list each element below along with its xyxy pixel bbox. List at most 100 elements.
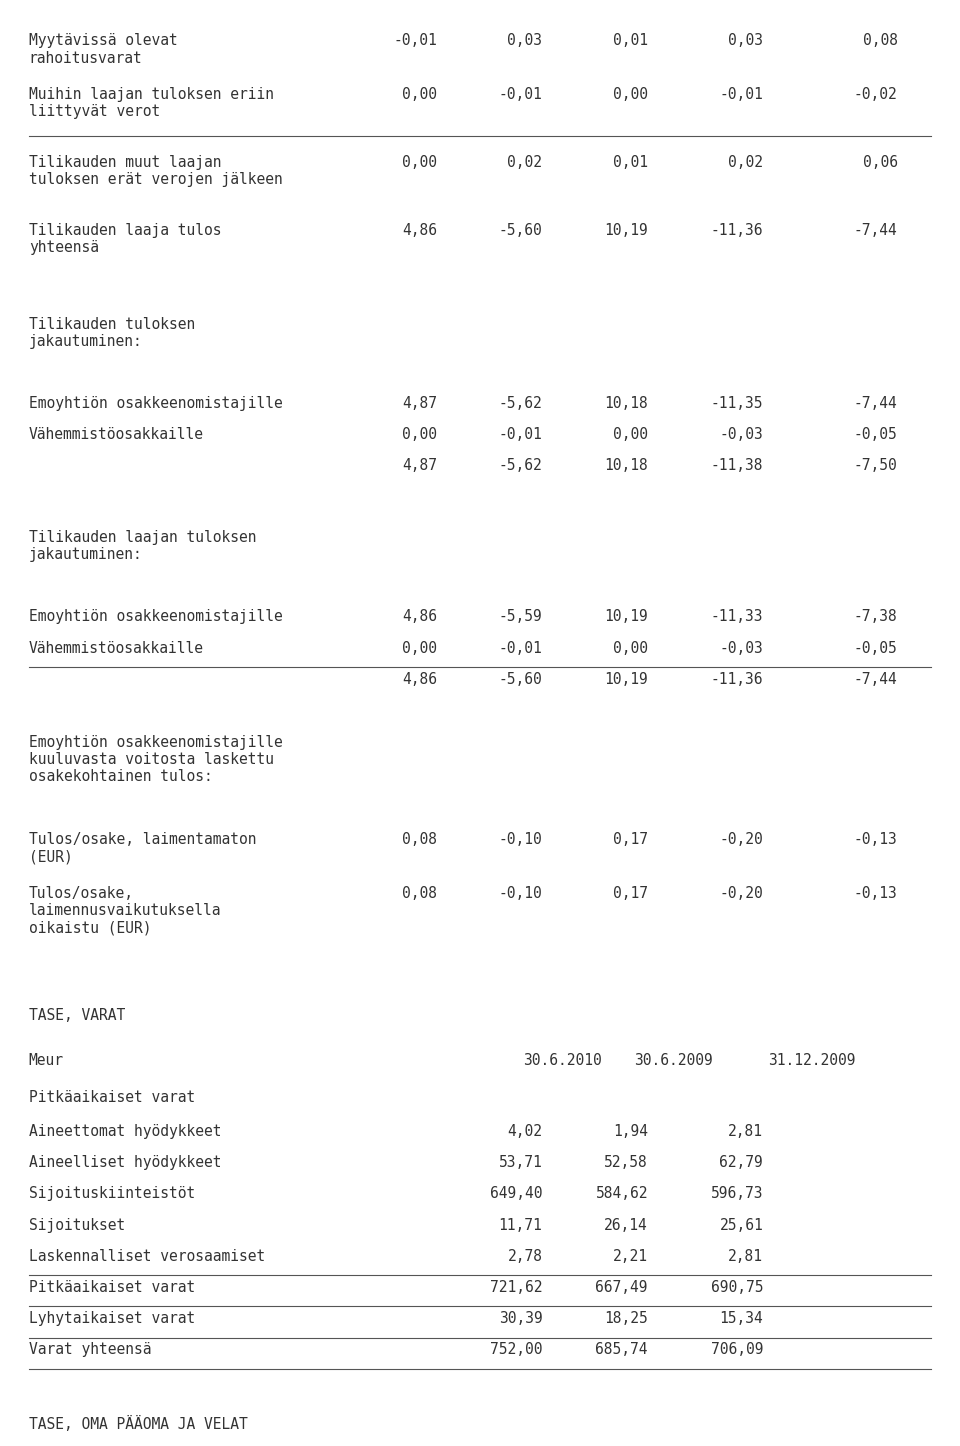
- Text: TASE, OMA PÄÄOMA JA VELAT: TASE, OMA PÄÄOMA JA VELAT: [29, 1417, 248, 1433]
- Text: 30.6.2010: 30.6.2010: [523, 1054, 602, 1069]
- Text: 11,71: 11,71: [498, 1218, 542, 1232]
- Text: 31.12.2009: 31.12.2009: [768, 1054, 855, 1069]
- Text: Vähemmistöosakkaille: Vähemmistöosakkaille: [29, 428, 204, 442]
- Text: Tilikauden muut laajan
tuloksen erät verojen jälkeen: Tilikauden muut laajan tuloksen erät ver…: [29, 155, 282, 187]
- Text: 0,00: 0,00: [402, 155, 437, 169]
- Text: -11,36: -11,36: [710, 671, 763, 687]
- Text: 0,00: 0,00: [613, 87, 648, 101]
- Text: -11,38: -11,38: [710, 458, 763, 473]
- Text: 52,58: 52,58: [604, 1155, 648, 1170]
- Text: -5,62: -5,62: [498, 396, 542, 411]
- Text: Muihin laajan tuloksen eriin
liittyvät verot: Muihin laajan tuloksen eriin liittyvät v…: [29, 87, 274, 119]
- Text: 26,14: 26,14: [604, 1218, 648, 1232]
- Text: -5,59: -5,59: [498, 610, 542, 625]
- Text: -0,01: -0,01: [393, 33, 437, 48]
- Text: -0,03: -0,03: [719, 641, 763, 655]
- Text: -5,62: -5,62: [498, 458, 542, 473]
- Text: 2,21: 2,21: [613, 1249, 648, 1264]
- Text: 15,34: 15,34: [719, 1310, 763, 1326]
- Text: Laskennalliset verosaamiset: Laskennalliset verosaamiset: [29, 1249, 265, 1264]
- Text: 10,19: 10,19: [604, 223, 648, 237]
- Text: 4,87: 4,87: [402, 396, 437, 411]
- Text: Lyhytaikaiset varat: Lyhytaikaiset varat: [29, 1310, 195, 1326]
- Text: -7,44: -7,44: [853, 223, 898, 237]
- Text: 690,75: 690,75: [710, 1280, 763, 1294]
- Text: Tulos/osake,
laimennusvaikutuksella
oikaistu (EUR): Tulos/osake, laimennusvaikutuksella oika…: [29, 885, 222, 936]
- Text: Sijoituskiinteistöt: Sijoituskiinteistöt: [29, 1186, 195, 1202]
- Text: 4,86: 4,86: [402, 610, 437, 625]
- Text: -0,05: -0,05: [853, 428, 898, 442]
- Text: Tilikauden tuloksen
jakautuminen:: Tilikauden tuloksen jakautuminen:: [29, 317, 195, 348]
- Text: -0,20: -0,20: [719, 833, 763, 847]
- Text: -0,01: -0,01: [498, 641, 542, 655]
- Text: Aineettomat hyödykkeet: Aineettomat hyödykkeet: [29, 1125, 222, 1139]
- Text: 667,49: 667,49: [595, 1280, 648, 1294]
- Text: Tilikauden laajan tuloksen
jakautuminen:: Tilikauden laajan tuloksen jakautuminen:: [29, 531, 256, 562]
- Text: Meur: Meur: [29, 1054, 63, 1069]
- Text: 10,19: 10,19: [604, 610, 648, 625]
- Text: 584,62: 584,62: [595, 1186, 648, 1202]
- Text: Emoyhtiön osakkeenomistajille: Emoyhtiön osakkeenomistajille: [29, 396, 282, 411]
- Text: Myytävissä olevat
rahoitusvarat: Myytävissä olevat rahoitusvarat: [29, 33, 178, 65]
- Text: 53,71: 53,71: [498, 1155, 542, 1170]
- Text: 18,25: 18,25: [604, 1310, 648, 1326]
- Text: -0,13: -0,13: [853, 885, 898, 901]
- Text: Emoyhtiön osakkeenomistajille: Emoyhtiön osakkeenomistajille: [29, 610, 282, 625]
- Text: 596,73: 596,73: [710, 1186, 763, 1202]
- Text: 4,86: 4,86: [402, 223, 437, 237]
- Text: 4,02: 4,02: [508, 1125, 542, 1139]
- Text: 10,19: 10,19: [604, 671, 648, 687]
- Text: 1,94: 1,94: [613, 1125, 648, 1139]
- Text: 0,00: 0,00: [402, 641, 437, 655]
- Text: 0,00: 0,00: [613, 428, 648, 442]
- Text: 685,74: 685,74: [595, 1342, 648, 1356]
- Text: TASE, VARAT: TASE, VARAT: [29, 1008, 125, 1022]
- Text: 62,79: 62,79: [719, 1155, 763, 1170]
- Text: 0,00: 0,00: [613, 641, 648, 655]
- Text: 30.6.2009: 30.6.2009: [634, 1054, 712, 1069]
- Text: -7,50: -7,50: [853, 458, 898, 473]
- Text: Emoyhtiön osakkeenomistajille
kuuluvasta voitosta laskettu
osakekohtainen tulos:: Emoyhtiön osakkeenomistajille kuuluvasta…: [29, 735, 282, 784]
- Text: 2,81: 2,81: [729, 1249, 763, 1264]
- Text: Tulos/osake, laimentamaton
(EUR): Tulos/osake, laimentamaton (EUR): [29, 833, 256, 865]
- Text: 0,03: 0,03: [508, 33, 542, 48]
- Text: 0,01: 0,01: [613, 155, 648, 169]
- Text: -7,44: -7,44: [853, 396, 898, 411]
- Text: 0,08: 0,08: [402, 833, 437, 847]
- Text: 649,40: 649,40: [490, 1186, 542, 1202]
- Text: 0,06: 0,06: [863, 155, 898, 169]
- Text: Aineelliset hyödykkeet: Aineelliset hyödykkeet: [29, 1155, 222, 1170]
- Text: 0,08: 0,08: [402, 885, 437, 901]
- Text: -0,01: -0,01: [498, 87, 542, 101]
- Text: 2,78: 2,78: [508, 1249, 542, 1264]
- Text: Tilikauden laaja tulos
yhteensä: Tilikauden laaja tulos yhteensä: [29, 223, 222, 254]
- Text: 0,01: 0,01: [613, 33, 648, 48]
- Text: 4,86: 4,86: [402, 671, 437, 687]
- Text: -0,10: -0,10: [498, 885, 542, 901]
- Text: -0,02: -0,02: [853, 87, 898, 101]
- Text: 0,17: 0,17: [613, 885, 648, 901]
- Text: -0,10: -0,10: [498, 833, 542, 847]
- Text: -0,03: -0,03: [719, 428, 763, 442]
- Text: 10,18: 10,18: [604, 396, 648, 411]
- Text: 0,00: 0,00: [402, 428, 437, 442]
- Text: Sijoitukset: Sijoitukset: [29, 1218, 125, 1232]
- Text: 2,81: 2,81: [729, 1125, 763, 1139]
- Text: Vähemmistöosakkaille: Vähemmistöosakkaille: [29, 641, 204, 655]
- Text: 706,09: 706,09: [710, 1342, 763, 1356]
- Text: -11,35: -11,35: [710, 396, 763, 411]
- Text: 721,62: 721,62: [490, 1280, 542, 1294]
- Text: 0,02: 0,02: [729, 155, 763, 169]
- Text: Pitkäaikaiset varat: Pitkäaikaiset varat: [29, 1090, 195, 1105]
- Text: -0,13: -0,13: [853, 833, 898, 847]
- Text: -11,36: -11,36: [710, 223, 763, 237]
- Text: -5,60: -5,60: [498, 671, 542, 687]
- Text: -11,33: -11,33: [710, 610, 763, 625]
- Text: -0,05: -0,05: [853, 641, 898, 655]
- Text: -7,38: -7,38: [853, 610, 898, 625]
- Text: 0,00: 0,00: [402, 87, 437, 101]
- Text: 25,61: 25,61: [719, 1218, 763, 1232]
- Text: Varat yhteensä: Varat yhteensä: [29, 1342, 152, 1356]
- Text: -0,01: -0,01: [498, 428, 542, 442]
- Text: 0,03: 0,03: [729, 33, 763, 48]
